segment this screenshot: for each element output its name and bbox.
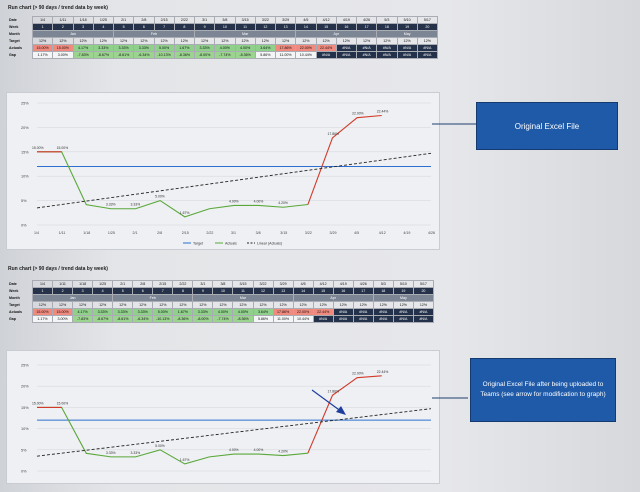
callout-bottom: Original Excel File after being uploaded… xyxy=(470,358,616,422)
x-tick-label: 3/22 xyxy=(305,231,312,235)
data-label: 4.00% xyxy=(254,199,264,203)
sheet-title-top: Run chart (> 90 days / trend data by wee… xyxy=(8,5,108,11)
line-chart-bottom: 25% 20% 15% 10% 5% 0% 15.00% 15.00% 3.33% 3.33% 5.… xyxy=(21,364,432,474)
data-label: 4.20% xyxy=(278,201,288,205)
data-label: 17.86% xyxy=(328,389,340,393)
actuals-series-line xyxy=(37,406,308,465)
x-tick-label: 2/22 xyxy=(206,231,213,235)
data-label: 4.00% xyxy=(229,448,239,452)
x-tick-label: 1/18 xyxy=(83,231,90,235)
y-tick-label: 15% xyxy=(21,150,29,154)
data-label: 1.67% xyxy=(180,211,190,215)
legend-entry: Actuals xyxy=(225,242,237,246)
x-tick-label: 2/8 xyxy=(157,231,162,235)
y-tick-label: 0% xyxy=(21,224,27,228)
x-tick-label: 3/29 xyxy=(330,231,337,235)
row-label: Actuals xyxy=(9,46,22,50)
x-tick-label: 4/12 xyxy=(379,231,386,235)
data-label: 22.00% xyxy=(352,372,364,376)
row-label: Actuals xyxy=(9,310,22,314)
table-row-week: Week 1 2 3 4 5 6 7 8 9 10 11 12 13 14 15 16 17 18 19 20 xyxy=(8,23,439,31)
data-label: 15.00% xyxy=(32,146,44,150)
table-row-month: Month Jan Feb Mar Apr May xyxy=(8,30,438,38)
data-label: 22.44% xyxy=(377,109,389,113)
trendline-series-line xyxy=(36,408,432,457)
data-table-top: Date 1/4 1/11 1/18 1/25 2/1 2/8 2/15 2/22 3/1 3/8 3… xyxy=(8,16,439,59)
table-row-gap: Gap 1.17% 3.00% -7.83% -8.67% -8.61% -6.34% -10… xyxy=(8,315,435,323)
x-tick-label: 1/4 xyxy=(34,231,39,235)
y-tick-label: 5% xyxy=(21,199,27,203)
data-label: 5.00% xyxy=(155,444,165,448)
x-tick-label: 3/8 xyxy=(256,231,261,235)
data-label: 15.00% xyxy=(32,401,44,405)
table-cell[interactable]: #N/A xyxy=(412,315,435,323)
table-row-actual: Actuals 15.00% 15.00% 4.17% 3.33% 3.33% 3.33% 5… xyxy=(8,44,439,52)
table-cell[interactable]: #N/A xyxy=(416,51,439,59)
data-label: 4.20% xyxy=(278,450,288,454)
data-label: 3.33% xyxy=(106,203,116,207)
y-tick-label: 25% xyxy=(21,364,29,368)
row-label: Date xyxy=(9,18,17,22)
x-tick-label: 1/25 xyxy=(108,231,115,235)
x-tick-label: 2/15 xyxy=(182,231,189,235)
data-label: 22.00% xyxy=(352,112,364,116)
data-table-bottom: Date 1/4 1/11 1/18 1/25 2/1 2/8 2/15 2/22 3/1 3/8 3… xyxy=(8,280,435,323)
legend-entry: Target xyxy=(193,242,203,246)
data-label: 3.33% xyxy=(131,451,141,455)
data-label: 15.00% xyxy=(57,146,69,150)
row-label: Gap xyxy=(9,317,16,321)
data-label: 4.00% xyxy=(254,448,264,452)
table-row-target: Target 12% 12% 12% 12% 12% 12% 12% 12% 12% 12% 12% 1… xyxy=(8,301,435,309)
data-label: 4.00% xyxy=(229,199,239,203)
x-tick-label: 3/1 xyxy=(231,231,236,235)
x-tick-label: 4/26 xyxy=(428,231,435,235)
actuals-series-line-end xyxy=(307,114,382,205)
legend-entry: Linear (Actuals) xyxy=(257,242,282,246)
y-tick-label: 5% xyxy=(21,448,27,452)
callout-top: Original Excel File xyxy=(476,102,618,150)
y-tick-label: 0% xyxy=(21,470,27,474)
row-label: Gap xyxy=(9,53,16,57)
data-label: 17.86% xyxy=(328,132,340,136)
x-tick-label: 3/15 xyxy=(280,231,287,235)
sheet-title-bottom: Run chart (> 90 days / trend data by wee… xyxy=(8,266,108,272)
arrow-head-icon xyxy=(336,406,346,415)
y-tick-label: 20% xyxy=(21,126,29,130)
y-tick-label: 10% xyxy=(21,175,29,179)
trendline-series-line xyxy=(36,152,432,209)
line-chart-top: 25% 20% 15% 10% 5% 0% 1/4 1/11 1/18 1/25 2/1 2/8 2/1… xyxy=(21,102,435,246)
row-label: Target xyxy=(9,39,20,43)
chart-bottom-area: 25% 20% 15% 10% 5% 0% 15.00% 15.00% 3.33% 3.33% 5.… xyxy=(6,350,440,484)
x-tick-label: 4/5 xyxy=(354,231,359,235)
data-label: 5.00% xyxy=(155,195,165,199)
y-tick-label: 15% xyxy=(21,406,29,410)
actuals-series-line xyxy=(37,151,308,218)
data-label: 15.00% xyxy=(57,401,69,405)
data-label: 1.67% xyxy=(180,458,190,462)
y-tick-label: 10% xyxy=(21,427,29,431)
row-label: Week xyxy=(9,289,19,293)
x-tick-label: 4/19 xyxy=(403,231,410,235)
row-label: Target xyxy=(9,303,20,307)
y-tick-label: 25% xyxy=(21,102,29,106)
data-label: 3.33% xyxy=(131,203,141,207)
data-label: 22.44% xyxy=(377,370,389,374)
row-label: Date xyxy=(9,282,17,286)
y-tick-label: 20% xyxy=(21,385,29,389)
data-label: 3.33% xyxy=(106,451,116,455)
row-label: Month xyxy=(9,32,20,36)
row-label: Week xyxy=(9,25,19,29)
arrow-line xyxy=(311,389,343,413)
x-tick-label: 2/1 xyxy=(133,231,138,235)
table-row-gap: Gap 1.17% 3.00% -7.83% -8.67% -8.61% -6.34% -10… xyxy=(8,51,439,59)
x-tick-label: 1/11 xyxy=(59,231,66,235)
row-label: Month xyxy=(9,296,20,300)
chart-top-area: 25% 20% 15% 10% 5% 0% 1/4 1/11 1/18 1/25 2/1 2/8 2/1… xyxy=(6,92,440,250)
actuals-series-line-end xyxy=(307,375,382,454)
